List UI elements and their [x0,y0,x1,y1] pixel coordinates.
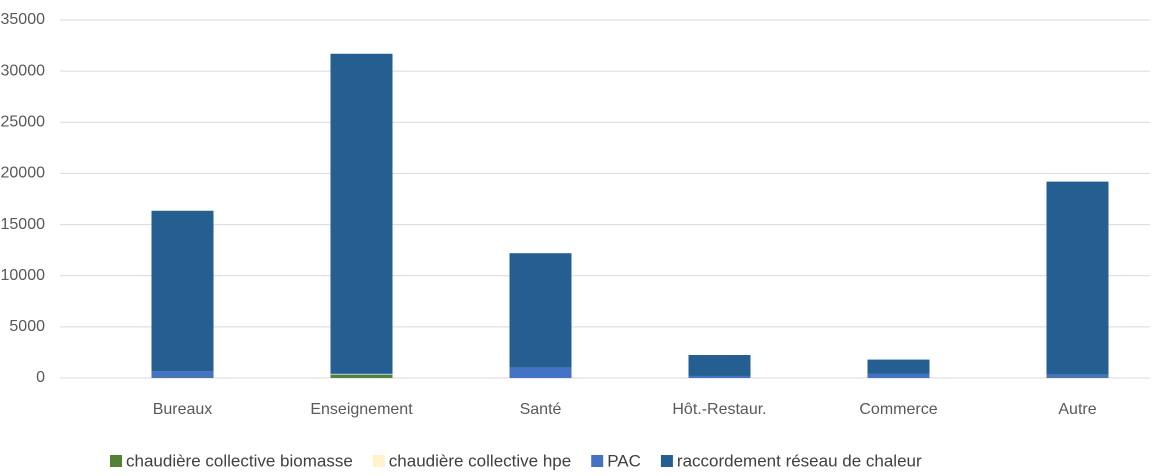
bar-segment [151,210,214,372]
y-tick-label: 25000 [1,114,46,131]
bar-segment [330,374,393,375]
y-tick-label: 20000 [1,165,46,182]
bar-segment [1046,181,1109,375]
y-tick-label: 5000 [9,318,45,335]
bar-segment [151,371,214,378]
x-tick-label: Hôt.-Restaur. [672,401,766,418]
x-tick-label: Commerce [859,401,937,418]
legend-label: PAC [607,451,641,470]
x-tick-label: Enseignement [310,401,413,418]
legend-label: chaudière collective biomasse [126,451,353,470]
bar-segment [688,354,751,376]
y-tick-label: 30000 [1,62,46,79]
y-tick-label: 35000 [1,11,46,28]
legend-swatch [372,455,385,467]
legend: chaudière collective biomasse chaudière c… [110,451,922,470]
legend-label: chaudière collective hpe [389,451,571,470]
x-tick-label: Bureaux [153,401,213,418]
bar-segment [509,367,572,378]
bar-segment [1046,377,1109,378]
y-tick-label: 15000 [1,216,46,233]
bar-segment [867,373,930,378]
x-tick-label: Autre [1058,401,1096,418]
legend-swatch [110,455,122,467]
bar-segment [688,375,751,378]
y-tick-label: 10000 [1,267,46,284]
bar-segment [867,359,930,374]
legend-label: raccordement réseau de chaleur [677,451,922,470]
bar-segment [1046,374,1109,378]
legend-swatch [591,455,604,467]
bar-segment [509,253,572,368]
y-tick-label: 0 [36,369,45,386]
legend-swatch [660,455,673,467]
bar-segment [151,377,214,378]
x-tick-label: Santé [520,401,562,418]
bar-segment [330,374,393,378]
bar-segment [330,373,393,375]
bar-segment [330,53,393,374]
